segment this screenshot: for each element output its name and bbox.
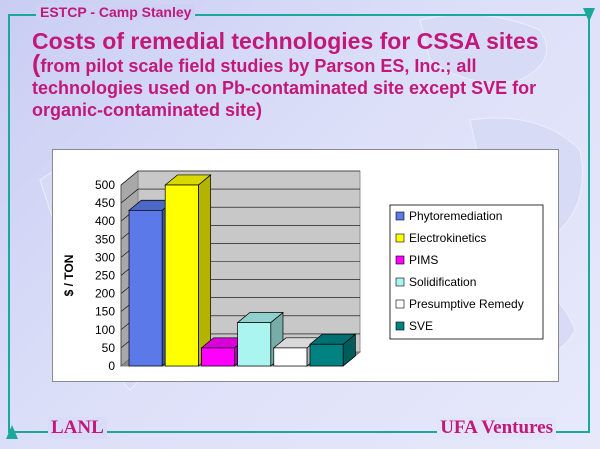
y-gridline xyxy=(120,188,360,204)
frame-right-line xyxy=(588,14,590,433)
bar-presumptive-remedy xyxy=(273,347,308,367)
legend-label-phytoremediation: Phytoremediation xyxy=(409,209,502,223)
legend-swatch-electrokinetics xyxy=(395,233,405,243)
y-tick-label: 400 xyxy=(95,214,115,228)
legend-label-sve: SVE xyxy=(409,319,433,333)
slide-title: Costs of remedial technologies for CSSA … xyxy=(32,28,592,122)
chart-panel: 0 50 100 150 200 250 300 350 400 450 500 $ / TON Phy… xyxy=(52,149,559,382)
frame-corner-left-arrow-icon xyxy=(6,425,18,439)
bar-side-electrokinetics xyxy=(198,174,211,367)
legend-swatch-phytoremediation xyxy=(395,211,405,221)
bar-pims xyxy=(201,347,235,367)
frame-top-line xyxy=(8,14,590,16)
y-tick-label: 100 xyxy=(95,323,115,337)
title-line: Costs of remedial technologies for CSSA … xyxy=(32,28,539,54)
legend-label-electrokinetics: Electrokinetics xyxy=(409,231,486,245)
bar-electrokinetics xyxy=(164,184,199,367)
y-tick-label: 150 xyxy=(95,305,115,319)
footer-right-label: UFA Ventures xyxy=(437,417,556,439)
y-tick-label: 450 xyxy=(95,196,115,210)
y-gridline xyxy=(120,170,360,186)
y-tick-label: 50 xyxy=(102,341,116,355)
legend-swatch-pims xyxy=(395,255,405,265)
legend-label-pims: PIMS xyxy=(409,253,438,267)
y-tick-label: 300 xyxy=(95,250,115,264)
bar-chart: 0 50 100 150 200 250 300 350 400 450 500 $ / TON Phy… xyxy=(62,170,544,373)
y-tick-label: 250 xyxy=(95,269,115,283)
title-subtitle: from pilot scale field studies by Parson… xyxy=(32,56,537,120)
legend-label-solidification: Solidification xyxy=(409,275,476,289)
title-open-paren: ( xyxy=(32,50,41,78)
bar-phytoremediation xyxy=(128,209,163,367)
legend-box xyxy=(389,204,544,340)
y-tick-label: 200 xyxy=(95,287,115,301)
y-tick-label: 0 xyxy=(108,359,115,373)
frame-bottom-line xyxy=(8,431,590,433)
y-tick-label: 500 xyxy=(95,178,115,192)
bar-solidification xyxy=(237,322,272,367)
legend-label-presumptive-remedy: Presumptive Remedy xyxy=(409,297,524,311)
header-label: ESTCP - Camp Stanley xyxy=(36,4,196,20)
footer-left-label: LANL xyxy=(48,417,107,439)
y-axis-title: $ / TON xyxy=(62,255,76,297)
bar-sve xyxy=(309,343,344,367)
legend-swatch-sve xyxy=(395,321,405,331)
legend-swatch-presumptive-remedy xyxy=(395,299,405,309)
legend-swatch-solidification xyxy=(395,277,405,287)
frame-corner-right-arrow-icon xyxy=(583,8,595,22)
frame-left-line xyxy=(8,14,10,433)
y-tick-label: 350 xyxy=(95,232,115,246)
